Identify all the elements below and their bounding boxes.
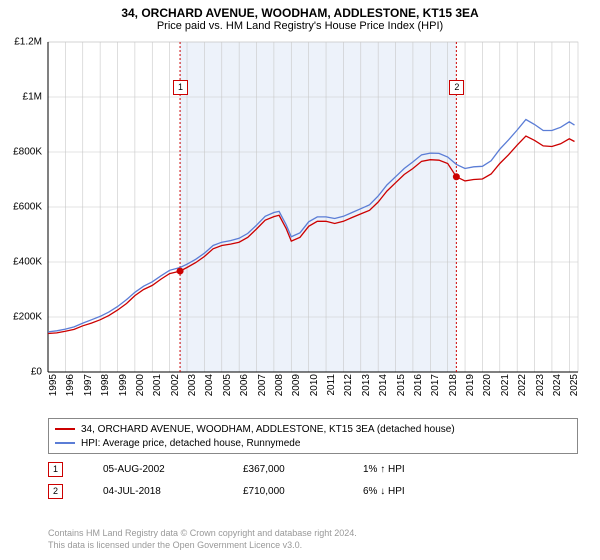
legend-item-hpi: HPI: Average price, detached house, Runn… — [55, 436, 571, 450]
sale-record-marker: 2 — [48, 484, 63, 499]
x-tick-label: 2002 — [170, 374, 181, 404]
x-tick-label: 2006 — [239, 374, 250, 404]
chart-subtitle: Price paid vs. HM Land Registry's House … — [0, 20, 600, 36]
x-tick-label: 2000 — [135, 374, 146, 404]
sale-marker-1: 1 — [173, 80, 188, 95]
x-tick-label: 2018 — [448, 374, 459, 404]
x-tick-label: 2007 — [257, 374, 268, 404]
x-tick-label: 2015 — [396, 374, 407, 404]
x-tick-label: 2019 — [465, 374, 476, 404]
y-tick-label: £200K — [0, 312, 42, 323]
x-tick-label: 2009 — [291, 374, 302, 404]
x-tick-label: 1999 — [118, 374, 129, 404]
sale-record-delta: 1% ↑ HPI — [363, 464, 405, 475]
sale-record-delta: 6% ↓ HPI — [363, 486, 405, 497]
x-tick-label: 2016 — [413, 374, 424, 404]
x-tick-label: 2001 — [152, 374, 163, 404]
x-tick-label: 2017 — [430, 374, 441, 404]
x-tick-label: 2011 — [326, 374, 337, 404]
legend-label-property: 34, ORCHARD AVENUE, WOODHAM, ADDLESTONE,… — [81, 424, 455, 435]
sale-record-price: £710,000 — [243, 486, 323, 497]
x-tick-label: 2022 — [517, 374, 528, 404]
x-tick-label: 1996 — [65, 374, 76, 404]
legend-label-hpi: HPI: Average price, detached house, Runn… — [81, 438, 300, 449]
legend-swatch-property — [55, 428, 75, 430]
legend-item-property: 34, ORCHARD AVENUE, WOODHAM, ADDLESTONE,… — [55, 422, 571, 436]
sale-record-price: £367,000 — [243, 464, 323, 475]
chart-title: 34, ORCHARD AVENUE, WOODHAM, ADDLESTONE,… — [0, 0, 600, 20]
sale-record-2: 2 04-JUL-2018 £710,000 6% ↓ HPI — [48, 484, 405, 499]
sale-record-date: 05-AUG-2002 — [103, 464, 203, 475]
x-tick-label: 1998 — [100, 374, 111, 404]
x-tick-label: 2025 — [569, 374, 580, 404]
x-tick-label: 2020 — [482, 374, 493, 404]
footer-line-1: Contains HM Land Registry data © Crown c… — [48, 528, 357, 538]
sale-record-marker: 1 — [48, 462, 63, 477]
y-tick-label: £400K — [0, 257, 42, 268]
x-tick-label: 1997 — [83, 374, 94, 404]
sale-record-1: 1 05-AUG-2002 £367,000 1% ↑ HPI — [48, 462, 405, 477]
x-tick-label: 2023 — [535, 374, 546, 404]
x-tick-label: 2024 — [552, 374, 563, 404]
y-tick-label: £800K — [0, 147, 42, 158]
x-tick-label: 1995 — [48, 374, 59, 404]
x-tick-label: 2004 — [204, 374, 215, 404]
y-tick-label: £1M — [0, 92, 42, 103]
x-tick-label: 2010 — [309, 374, 320, 404]
x-tick-label: 2008 — [274, 374, 285, 404]
sale-record-date: 04-JUL-2018 — [103, 486, 203, 497]
x-tick-label: 2013 — [361, 374, 372, 404]
chart-legend: 34, ORCHARD AVENUE, WOODHAM, ADDLESTONE,… — [48, 418, 578, 454]
x-tick-label: 2014 — [378, 374, 389, 404]
x-tick-label: 2012 — [343, 374, 354, 404]
y-tick-label: £0 — [0, 367, 42, 378]
sale-marker-2: 2 — [449, 80, 464, 95]
y-tick-label: £1.2M — [0, 37, 42, 48]
x-tick-label: 2021 — [500, 374, 511, 404]
legend-swatch-hpi — [55, 442, 75, 444]
footer-line-2: This data is licensed under the Open Gov… — [48, 540, 302, 550]
x-tick-label: 2005 — [222, 374, 233, 404]
y-tick-label: £600K — [0, 202, 42, 213]
x-tick-label: 2003 — [187, 374, 198, 404]
